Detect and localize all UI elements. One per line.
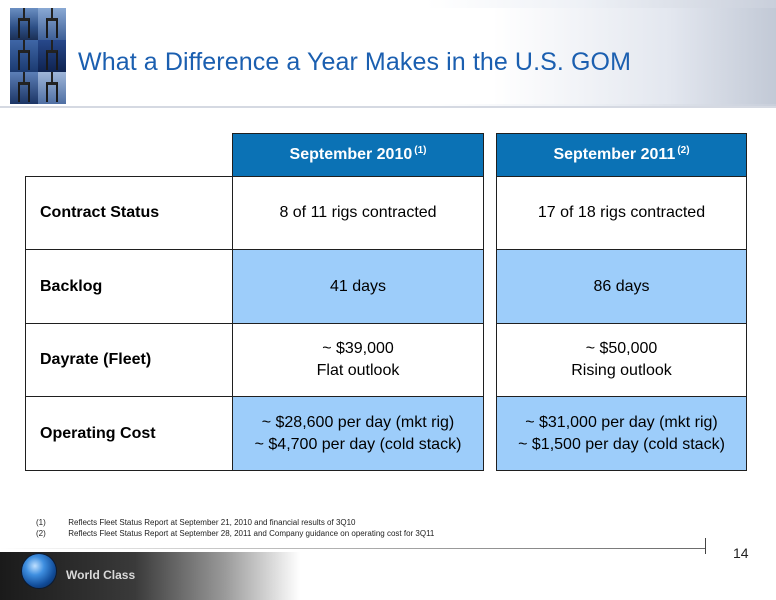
row-label-contract-status: Contract Status xyxy=(25,176,233,250)
table-cell-backlog-2011: 86 days xyxy=(496,249,747,324)
footnote-1: (1) Reflects Fleet Status Report at Sept… xyxy=(36,518,356,527)
table-cell-dayrate-2010: ~ $39,000 Flat outlook xyxy=(232,323,484,397)
column-header-label: September 2011 xyxy=(553,146,676,163)
column-header-label: September 2010 xyxy=(289,146,413,163)
footer-divider-tick xyxy=(705,538,706,554)
table-cell-contract-status-2010: 8 of 11 rigs contracted xyxy=(232,176,484,250)
title-banner xyxy=(68,8,776,104)
column-header-2010: September 2010 (1) xyxy=(232,133,484,177)
offshore-rig-photo-strip xyxy=(10,8,66,104)
offshore-rig-photo xyxy=(38,40,66,72)
offshore-rig-photo xyxy=(38,72,66,104)
table-cell-backlog-2010: 41 days xyxy=(232,249,484,324)
globe-icon xyxy=(22,554,56,588)
footnote-text: Reflects Fleet Status Report at Septembe… xyxy=(68,518,356,527)
row-label-backlog: Backlog xyxy=(25,249,233,324)
footer-divider xyxy=(0,548,706,549)
page-title: What a Difference a Year Makes in the U.… xyxy=(78,48,632,76)
column-header-footnote-ref: (1) xyxy=(414,145,427,156)
row-label-operating-cost: Operating Cost xyxy=(25,396,233,471)
offshore-rig-photo xyxy=(10,72,38,104)
table-cell-dayrate-2011: ~ $50,000 Rising outlook xyxy=(496,323,747,397)
table-cell-operating-cost-2011: ~ $31,000 per day (mkt rig) ~ $1,500 per… xyxy=(496,396,747,471)
row-label-dayrate: Dayrate (Fleet) xyxy=(25,323,233,397)
footnote-number: (1) xyxy=(36,518,46,527)
table-cell-contract-status-2011: 17 of 18 rigs contracted xyxy=(496,176,747,250)
offshore-rig-photo xyxy=(10,40,38,72)
column-header-footnote-ref: (2) xyxy=(677,145,690,156)
footnote-2: (2) Reflects Fleet Status Report at Sept… xyxy=(36,529,434,538)
column-header-2011: September 2011 (2) xyxy=(496,133,747,177)
table-cell-operating-cost-2010: ~ $28,600 per day (mkt rig) ~ $4,700 per… xyxy=(232,396,484,471)
footnote-number: (2) xyxy=(36,529,46,538)
offshore-rig-photo xyxy=(38,8,66,40)
page-number: 14 xyxy=(733,545,749,561)
offshore-rig-photo xyxy=(10,8,38,40)
footer-brand: World Class xyxy=(66,568,136,582)
footnote-text: Reflects Fleet Status Report at Septembe… xyxy=(68,529,435,538)
slide-header: What a Difference a Year Makes in the U.… xyxy=(0,0,776,108)
